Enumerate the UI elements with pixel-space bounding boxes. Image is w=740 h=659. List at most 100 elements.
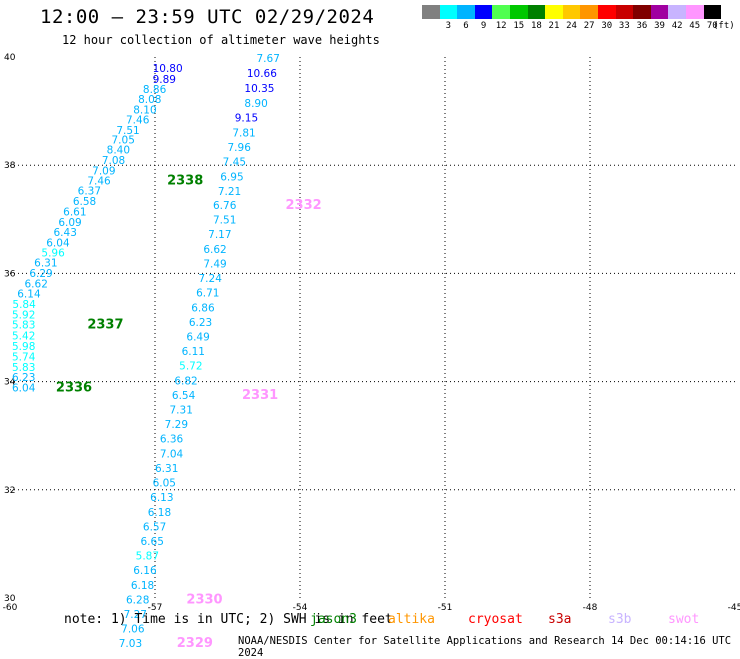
- wave-height-label: 6.37: [78, 185, 101, 197]
- legend-swatch-label: 45: [689, 21, 701, 31]
- pass-number-label: 2331: [242, 388, 278, 403]
- y-tick-label: 38: [4, 161, 16, 171]
- wave-height-label: 7.46: [126, 115, 150, 127]
- pass-number-label: 2338: [167, 174, 203, 189]
- wave-height-label: 7.51: [213, 215, 236, 227]
- data-labels: 7.67 10.80 10.66 9.89 10.35 8.86 8.90 8.088.10 9…: [12, 53, 322, 650]
- pass-number-label: 2336: [56, 380, 92, 395]
- wave-height-label: 6.04: [46, 237, 70, 249]
- legend-swatch: [685, 5, 704, 19]
- wave-height-label: 7.06: [121, 624, 145, 636]
- legend-unit-label: (ft): [713, 21, 735, 31]
- x-tick-label: -60: [3, 603, 18, 613]
- legend-swatch-label: 15: [513, 21, 525, 31]
- x-tick-label: -57: [148, 603, 163, 613]
- legend-swatch: [650, 5, 669, 19]
- wave-height-label: 6.49: [186, 331, 209, 343]
- legend-swatch: [492, 5, 510, 19]
- footer-credit: NOAA/NESDIS Center for Satellite Applica…: [238, 635, 732, 659]
- wave-height-label: 5.72: [179, 361, 202, 373]
- pass-number-label: 2330: [186, 592, 222, 607]
- wave-height-label: 7.29: [165, 419, 188, 431]
- wave-height-label: 5.87: [136, 551, 159, 563]
- y-tick-label: 34: [4, 378, 16, 388]
- wave-height-label: 6.61: [63, 207, 86, 219]
- legend-swatch-label: 36: [636, 21, 648, 31]
- wave-height-label: 10.80: [153, 63, 183, 75]
- wave-height-label: 6.31: [34, 257, 57, 269]
- wave-height-label: 7.24: [199, 273, 223, 285]
- legend-swatch: [509, 5, 528, 19]
- mission-label: altika: [388, 612, 435, 627]
- wave-height-label: 7.31: [170, 405, 193, 417]
- wave-height-label: 6.65: [141, 536, 164, 548]
- legend-swatch: [597, 5, 616, 19]
- wave-height-label: 8.10: [133, 104, 156, 116]
- axis-ticks: -60 -57 -54 -51 -48 -45 30 32 34 36 38 40: [3, 53, 740, 613]
- legend-swatch: [439, 5, 458, 19]
- legend-swatch: [457, 5, 475, 19]
- wave-height-label: 10.66: [247, 68, 277, 80]
- wave-height-label: 7.49: [203, 258, 226, 270]
- pass-number-label: 2329: [177, 636, 213, 650]
- legend-swatch-label: 39: [654, 21, 665, 31]
- legend-swatch: [545, 5, 563, 19]
- wave-height-label: 9.89: [153, 74, 176, 86]
- wave-height-label: 5.98: [12, 341, 35, 353]
- x-tick-label: -54: [293, 603, 308, 613]
- y-tick-label: 36: [4, 269, 16, 279]
- x-tick-label: -51: [438, 603, 453, 613]
- wave-height-label: 7.05: [112, 135, 135, 147]
- wave-height-label: 5.74: [12, 352, 36, 364]
- wave-height-label: 7.45: [223, 157, 246, 169]
- legend-swatch: [527, 5, 546, 19]
- wave-height-label: 6.57: [143, 521, 166, 533]
- wave-height-label: 6.23: [12, 372, 35, 384]
- wave-height-label: 6.54: [172, 390, 196, 402]
- y-tick-label: 40: [4, 53, 16, 63]
- wave-height-label: 5.96: [41, 248, 65, 260]
- x-tick-label: -48: [583, 603, 598, 613]
- legend-swatch: [580, 5, 598, 19]
- y-tick-label: 32: [4, 486, 15, 496]
- legend-swatch-label: 27: [583, 21, 595, 31]
- legend-swatch-label: 21: [548, 21, 560, 31]
- color-scale-labels: 3 6 9 12 15 18 21 24 27 30 33 36 39 42 45 70: [422, 21, 721, 33]
- legend-swatch-label: 42: [671, 21, 683, 31]
- footer-note: note: 1) Time is in UTC; 2) SWH is in fe…: [64, 612, 393, 627]
- color-scale-legend: [422, 5, 722, 19]
- mission-label: jason3: [310, 612, 357, 627]
- wave-height-label: 6.86: [191, 302, 215, 314]
- wave-height-label: 8.86: [143, 84, 167, 96]
- wave-height-label: 6.36: [160, 434, 184, 446]
- chart-subtitle: 12 hour collection of altimeter wave hei…: [62, 33, 380, 47]
- wave-height-label: 8.08: [138, 94, 161, 106]
- legend-swatch-label: 9: [480, 21, 487, 31]
- wave-height-label: 7.96: [228, 142, 252, 154]
- wave-height-label: 6.18: [148, 507, 171, 519]
- wave-height-label: 7.04: [160, 448, 184, 460]
- legend-swatch: [615, 5, 634, 19]
- wave-height-label: 6.13: [150, 492, 173, 504]
- legend-swatch-label: 3: [445, 21, 452, 31]
- wave-height-label: 6.76: [213, 200, 237, 212]
- wave-height-label: 6.28: [126, 594, 149, 606]
- wave-height-label: 5.84: [12, 299, 36, 311]
- wave-height-label: 6.11: [182, 346, 205, 358]
- mission-label: swot: [668, 612, 700, 627]
- wave-height-label: 8.90: [244, 98, 267, 110]
- wave-height-label: 5.92: [12, 309, 35, 321]
- legend-swatch-label: 18: [530, 21, 542, 31]
- wave-height-label: 9.15: [235, 112, 258, 124]
- wave-height-label: 6.62: [203, 244, 226, 256]
- wave-height-label: 7.27: [124, 609, 147, 621]
- wave-height-label: 6.58: [73, 196, 96, 208]
- wave-height-label: 6.95: [220, 171, 243, 183]
- wave-height-label: 6.04: [12, 382, 36, 394]
- wave-height-label: 7.17: [208, 229, 231, 241]
- wave-height-label: 7.51: [116, 125, 139, 137]
- wave-height-label: 6.09: [58, 217, 81, 229]
- wave-height-label: 6.29: [29, 268, 52, 280]
- chart-title: 12:00 – 23:59 UTC 02/29/2024: [40, 6, 375, 28]
